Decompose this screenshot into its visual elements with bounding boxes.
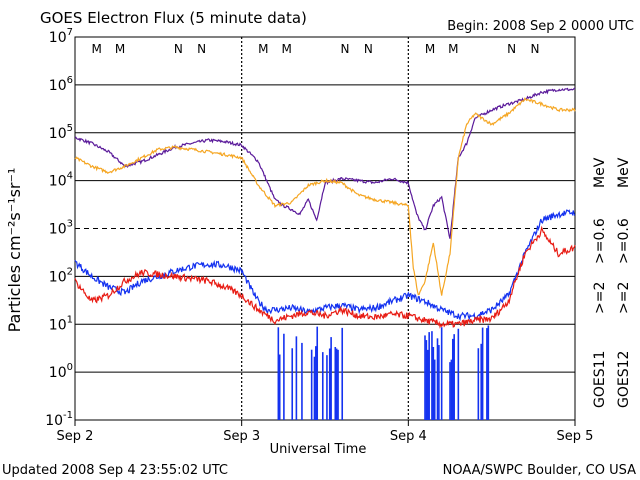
- x-axis-label: Universal Time: [270, 442, 367, 457]
- legend-g11-high: >=0.6: [592, 218, 608, 264]
- marker-label: M: [448, 42, 458, 56]
- legend-g12-low: >=2: [616, 282, 632, 314]
- y-tick-label: 101: [49, 314, 73, 333]
- marker-label: M: [258, 42, 268, 56]
- gridlines: [75, 84, 575, 373]
- y-tick-labels: 10-1 100 101 102 103 104 105 106 107: [45, 27, 73, 429]
- y-tick-label: 100: [49, 362, 73, 381]
- legend-unit-1: MeV: [592, 157, 608, 188]
- y-tick-label: 105: [49, 123, 73, 142]
- legend: GOES11 >=2 >=0.6 MeV GOES12 >=2 >=0.6 MeV: [592, 157, 632, 408]
- x-tick-label: Sep 3: [223, 429, 260, 444]
- begin-time: Begin: 2008 Sep 2 0000 UTC: [447, 19, 634, 34]
- marker-label: N: [507, 42, 516, 56]
- y-tick-label: 107: [49, 27, 73, 46]
- y-tick-label: 103: [49, 219, 73, 238]
- marker-label: N: [364, 42, 373, 56]
- updated-time: Updated 2008 Sep 4 23:55:02 UTC: [2, 463, 228, 478]
- series-line-blue: [74, 209, 576, 322]
- legend-g11-low: >=2: [592, 282, 608, 314]
- x-tick-label: Sep 2: [57, 429, 94, 444]
- marker-label: N: [341, 42, 350, 56]
- marker-label: N: [531, 42, 540, 56]
- marker-label: M: [91, 42, 101, 56]
- marker-label: M: [425, 42, 435, 56]
- flux-dropouts: [277, 325, 490, 420]
- marker-label: N: [174, 42, 183, 56]
- y-tick-label: 106: [49, 75, 73, 94]
- legend-unit-2: MeV: [616, 157, 632, 188]
- series-line-orange: [74, 97, 576, 296]
- x-tick-label: Sep 4: [390, 429, 427, 444]
- marker-label: N: [197, 42, 206, 56]
- legend-g12-high: >=0.6: [616, 218, 632, 264]
- legend-goes11: GOES11: [592, 351, 608, 408]
- chart-title: GOES Electron Flux (5 minute data): [40, 9, 307, 27]
- marker-label: M: [281, 42, 291, 56]
- series-line-purple: [75, 87, 576, 239]
- credit: NOAA/SWPC Boulder, CO USA: [443, 463, 636, 478]
- marker-label: M: [115, 42, 125, 56]
- y-tick-label: 10-1: [45, 410, 73, 429]
- y-tick-label: 104: [49, 171, 73, 190]
- y-tick-label: 102: [49, 266, 73, 285]
- legend-goes12: GOES12: [616, 351, 632, 408]
- series-line-red: [74, 225, 576, 329]
- y-axis-label: Particles cm⁻²s⁻¹sr⁻¹: [5, 168, 24, 333]
- x-tick-label: Sep 5: [557, 429, 594, 444]
- x-tick-labels: Sep 2 Sep 3 Sep 4 Sep 5: [57, 429, 594, 444]
- series-layer: [74, 87, 576, 329]
- day-dividers: [74, 37, 576, 426]
